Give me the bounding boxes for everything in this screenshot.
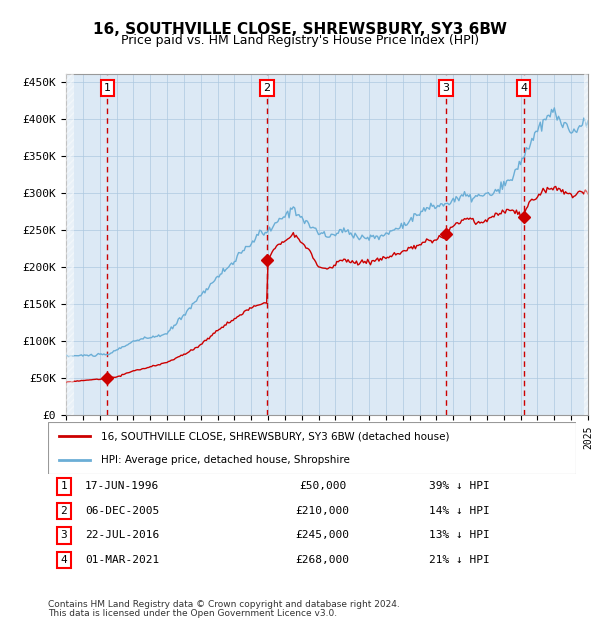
Text: 01-MAR-2021: 01-MAR-2021 [85,555,159,565]
Text: 14% ↓ HPI: 14% ↓ HPI [430,506,490,516]
Text: 4: 4 [61,555,67,565]
Text: £50,000: £50,000 [299,481,346,491]
Bar [66,74,74,415]
Text: 39% ↓ HPI: 39% ↓ HPI [430,481,490,491]
Text: This data is licensed under the Open Government Licence v3.0.: This data is licensed under the Open Gov… [48,609,337,618]
Text: 22-JUL-2016: 22-JUL-2016 [85,531,159,541]
Text: £245,000: £245,000 [296,531,350,541]
Text: 4: 4 [520,83,527,93]
Text: 1: 1 [104,83,111,93]
Text: 06-DEC-2005: 06-DEC-2005 [85,506,159,516]
Text: £210,000: £210,000 [296,506,350,516]
Text: £268,000: £268,000 [296,555,350,565]
Text: 2: 2 [263,83,270,93]
Text: Contains HM Land Registry data © Crown copyright and database right 2024.: Contains HM Land Registry data © Crown c… [48,600,400,609]
Text: 2: 2 [61,506,67,516]
Text: 21% ↓ HPI: 21% ↓ HPI [430,555,490,565]
Text: 3: 3 [442,83,449,93]
FancyBboxPatch shape [48,422,576,474]
Text: 17-JUN-1996: 17-JUN-1996 [85,481,159,491]
Text: 3: 3 [61,531,67,541]
Text: 16, SOUTHVILLE CLOSE, SHREWSBURY, SY3 6BW (detached house): 16, SOUTHVILLE CLOSE, SHREWSBURY, SY3 6B… [101,432,449,441]
Text: 1: 1 [61,481,67,491]
Text: 13% ↓ HPI: 13% ↓ HPI [430,531,490,541]
Text: Price paid vs. HM Land Registry's House Price Index (HPI): Price paid vs. HM Land Registry's House … [121,34,479,47]
Bar [584,74,588,415]
Text: HPI: Average price, detached house, Shropshire: HPI: Average price, detached house, Shro… [101,454,350,464]
Text: 16, SOUTHVILLE CLOSE, SHREWSBURY, SY3 6BW: 16, SOUTHVILLE CLOSE, SHREWSBURY, SY3 6B… [93,22,507,37]
